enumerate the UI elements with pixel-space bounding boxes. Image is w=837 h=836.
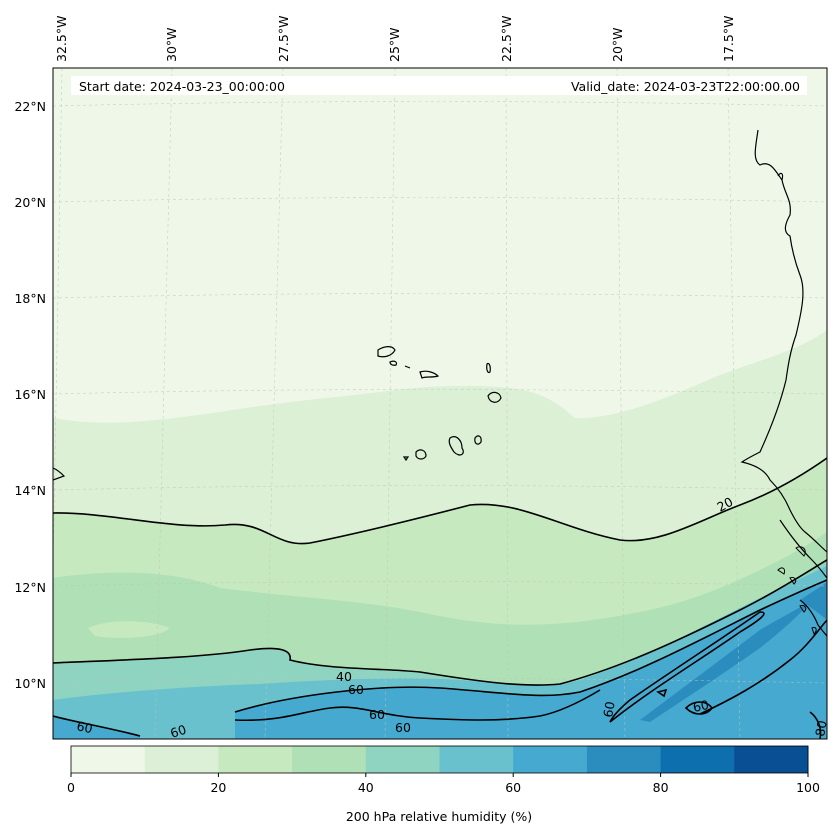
colorbar-tick-label: 80 xyxy=(653,780,669,795)
contour-labels: 20 40 60 60 60 60 60 60 60 80 xyxy=(75,494,829,741)
map-border xyxy=(52,67,828,740)
island-santo-antao xyxy=(377,346,396,358)
contour-label: 60 xyxy=(600,700,618,718)
lat-label: 20°N xyxy=(14,195,46,210)
contour-40 xyxy=(53,559,827,686)
island-maio xyxy=(474,435,482,445)
island-boa-vista xyxy=(487,391,502,403)
colorbar-bin xyxy=(660,746,735,773)
africa-coast xyxy=(740,129,827,553)
coast-inlet xyxy=(777,172,784,181)
island-sao-vicente xyxy=(389,360,398,366)
west-edge-island xyxy=(53,467,66,481)
lon-label: 27.5°W xyxy=(276,16,291,62)
humidity-fill xyxy=(53,68,827,739)
lat-label: 22°N xyxy=(14,99,46,114)
coast-senegal xyxy=(779,519,827,579)
coast-guinea xyxy=(799,599,827,637)
date-header-box xyxy=(71,76,807,95)
rh-patch-light xyxy=(88,621,170,638)
colorbar-tick-label: 60 xyxy=(505,780,521,795)
colorbar-tick-label: 0 xyxy=(67,780,75,795)
bijagos-islands xyxy=(777,546,817,635)
contour-label: 60 xyxy=(168,722,188,741)
colorbar-bin xyxy=(292,746,367,773)
lat-label: 14°N xyxy=(14,483,46,498)
colorbar-tick-label: 100 xyxy=(796,780,820,795)
lon-label: 30°W xyxy=(164,27,179,62)
colorbar-title: 200 hPa relative humidity (%) xyxy=(346,809,532,824)
contour-label: 80 xyxy=(812,719,830,737)
lon-label: 20°W xyxy=(610,27,625,62)
contour-60-streak xyxy=(609,611,765,723)
contour-label: 40 xyxy=(336,669,352,684)
contour-label: 20 xyxy=(714,494,735,515)
latitude-labels: 22°N 20°N 18°N 16°N 14°N 12°N 10°N xyxy=(14,99,46,691)
contour-label: 60 xyxy=(75,718,94,736)
colorbar-tick-label: 40 xyxy=(358,780,374,795)
cape-verde-islands xyxy=(377,346,502,462)
colorbar-bin xyxy=(439,746,514,773)
rh-band-70-80 xyxy=(640,600,812,722)
lon-label: 25°W xyxy=(387,27,402,62)
lat-label: 10°N xyxy=(14,676,46,691)
contour-20 xyxy=(53,457,827,545)
contour-60-main xyxy=(234,579,827,713)
colorbar-tick-label: 20 xyxy=(210,780,226,795)
island-brava xyxy=(402,456,410,462)
colorbar-bin xyxy=(71,746,146,773)
contour-lines xyxy=(53,457,827,739)
island-santa-luzia xyxy=(404,365,411,369)
contour-60-lower xyxy=(234,689,601,722)
lon-label: 32.5°W xyxy=(54,16,69,62)
island-fogo xyxy=(415,449,427,460)
island-santiago xyxy=(448,436,464,456)
lon-label: 22.5°W xyxy=(499,16,514,62)
contour-label: 60 xyxy=(692,697,711,715)
contour-small-1 xyxy=(684,701,714,715)
lat-label: 16°N xyxy=(14,387,46,402)
contour-60-east xyxy=(699,619,827,715)
colorbar-border xyxy=(70,745,809,774)
contour-label: 60 xyxy=(369,707,385,722)
contour-80 xyxy=(809,711,822,739)
contour-small-2 xyxy=(656,688,668,698)
contour-label: 60 xyxy=(395,720,411,735)
lat-label: 18°N xyxy=(14,291,46,306)
colorbar-bin xyxy=(144,746,219,773)
rh-band-70-80-east xyxy=(800,582,827,620)
island-sao-nicolau xyxy=(419,370,440,379)
valid-date-label: Valid_date: 2024-03-23T22:00:00.00 xyxy=(571,79,800,94)
colorbar-bin xyxy=(365,746,440,773)
colorbar-bin xyxy=(734,746,809,773)
start-date-label: Start date: 2024-03-23_00:00:00 xyxy=(79,79,285,94)
colorbar-bin xyxy=(586,746,662,773)
longitude-labels: 32.5°W 30°W 27.5°W 25°W 22.5°W 20°W 17.5… xyxy=(54,16,736,62)
contour-60-sw xyxy=(53,715,141,737)
contour-label: 60 xyxy=(348,682,364,697)
colorbar xyxy=(71,746,809,773)
colorbar-ticks: 0 20 40 60 80 100 xyxy=(67,773,820,795)
colorbar-bin xyxy=(513,746,588,773)
lat-label: 12°N xyxy=(14,580,46,595)
island-sal xyxy=(486,362,491,374)
lon-label: 17.5°W xyxy=(721,16,736,62)
colorbar-bin xyxy=(218,746,293,773)
coastlines xyxy=(53,129,827,637)
